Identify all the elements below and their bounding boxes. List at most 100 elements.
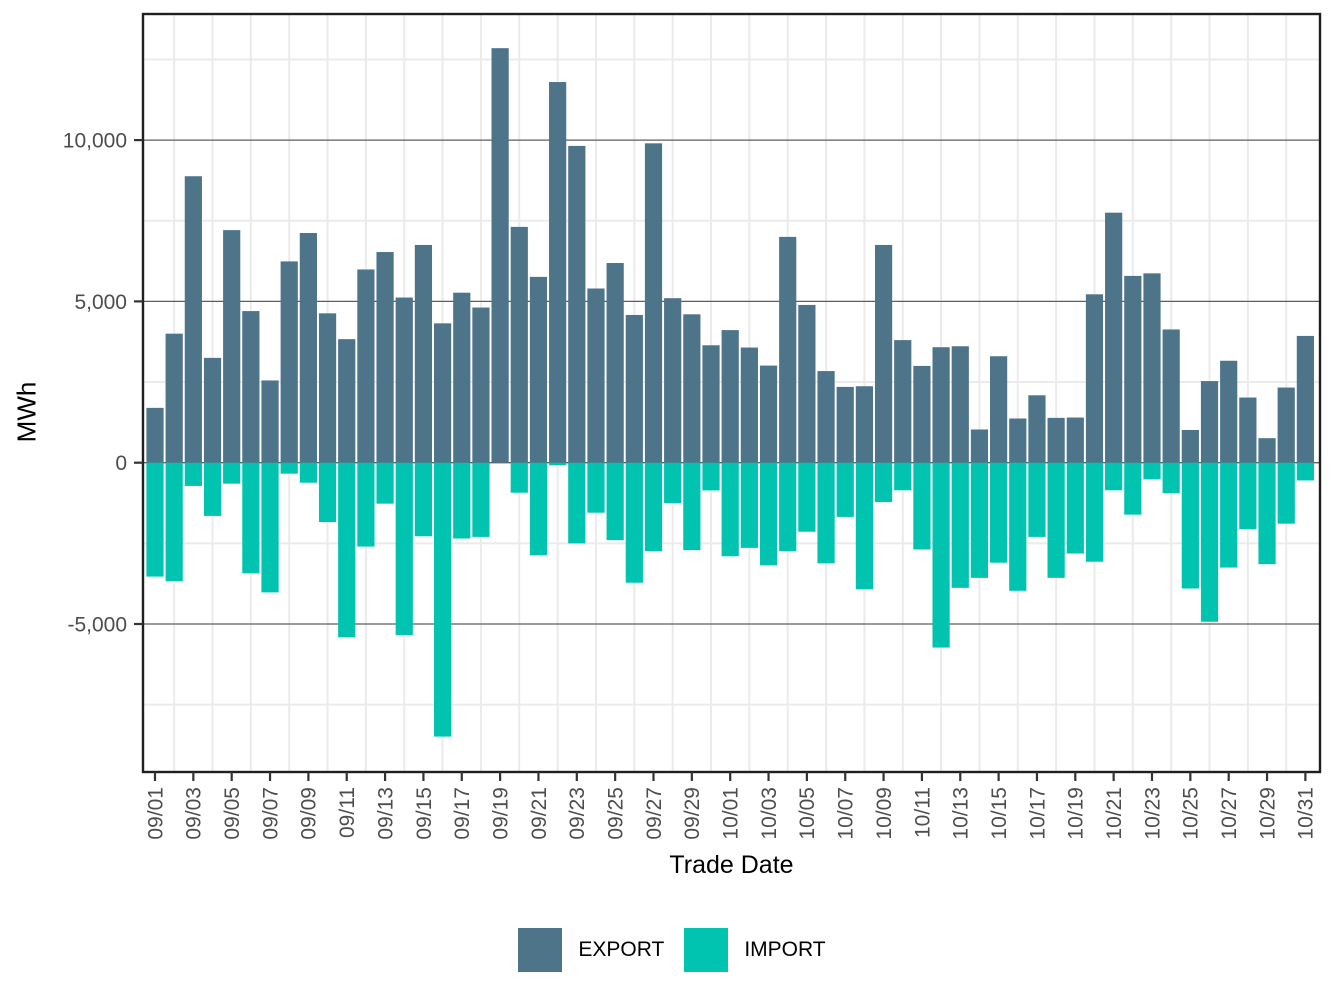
- import-bar[interactable]: [1258, 462, 1276, 565]
- import-bar[interactable]: [376, 462, 394, 504]
- export-bar[interactable]: [261, 380, 279, 463]
- export-bar[interactable]: [587, 288, 605, 463]
- import-bar[interactable]: [1124, 462, 1142, 515]
- import-bar[interactable]: [414, 462, 433, 537]
- export-bar[interactable]: [740, 347, 758, 463]
- import-bar[interactable]: [146, 462, 164, 577]
- export-bar[interactable]: [338, 339, 356, 463]
- import-bar[interactable]: [1066, 462, 1084, 554]
- import-bar[interactable]: [529, 462, 548, 556]
- export-bar[interactable]: [1296, 335, 1314, 463]
- export-bar[interactable]: [1009, 418, 1027, 463]
- export-bar[interactable]: [549, 82, 567, 463]
- import-bar[interactable]: [1296, 462, 1314, 481]
- import-bar[interactable]: [453, 462, 471, 539]
- export-bar[interactable]: [664, 298, 682, 463]
- import-bar[interactable]: [932, 462, 950, 648]
- import-bar[interactable]: [1181, 462, 1199, 589]
- export-bar[interactable]: [874, 244, 893, 463]
- import-bar[interactable]: [836, 462, 854, 517]
- export-bar[interactable]: [855, 386, 874, 463]
- export-bar[interactable]: [817, 371, 835, 463]
- import-bar[interactable]: [261, 462, 279, 593]
- export-bar[interactable]: [1277, 387, 1295, 463]
- import-bar[interactable]: [433, 462, 452, 737]
- export-bar[interactable]: [1220, 360, 1238, 463]
- export-bar[interactable]: [1085, 294, 1104, 463]
- export-bar[interactable]: [759, 365, 778, 463]
- import-bar[interactable]: [990, 462, 1008, 563]
- export-bar[interactable]: [529, 276, 548, 463]
- import-bar[interactable]: [1220, 462, 1238, 568]
- export-bar[interactable]: [1066, 417, 1084, 463]
- export-bar[interactable]: [318, 313, 337, 463]
- export-bar[interactable]: [932, 347, 950, 463]
- import-bar[interactable]: [625, 462, 643, 583]
- export-bar[interactable]: [951, 346, 969, 463]
- import-bar[interactable]: [817, 462, 835, 564]
- import-bar[interactable]: [1028, 462, 1046, 537]
- import-bar[interactable]: [606, 462, 624, 541]
- import-bar[interactable]: [1239, 462, 1257, 530]
- export-bar[interactable]: [1162, 329, 1180, 463]
- import-bar[interactable]: [280, 462, 298, 474]
- import-bar[interactable]: [299, 462, 317, 483]
- import-bar[interactable]: [970, 462, 989, 578]
- import-bar[interactable]: [894, 462, 912, 491]
- import-bar[interactable]: [203, 462, 222, 516]
- export-bar[interactable]: [184, 176, 202, 463]
- export-bar[interactable]: [1258, 438, 1276, 463]
- export-bar[interactable]: [990, 356, 1008, 463]
- export-bar[interactable]: [357, 269, 375, 463]
- import-bar[interactable]: [740, 462, 758, 548]
- import-bar[interactable]: [1277, 462, 1295, 524]
- import-bar[interactable]: [683, 462, 701, 551]
- export-bar[interactable]: [970, 429, 989, 463]
- export-bar[interactable]: [433, 323, 452, 463]
- import-bar[interactable]: [1047, 462, 1065, 578]
- export-bar[interactable]: [376, 252, 394, 463]
- export-bar[interactable]: [223, 230, 241, 463]
- import-bar[interactable]: [242, 462, 260, 574]
- import-bar[interactable]: [1105, 462, 1123, 491]
- export-bar[interactable]: [1105, 212, 1123, 463]
- export-bar[interactable]: [510, 226, 528, 463]
- export-bar[interactable]: [165, 333, 183, 463]
- import-bar[interactable]: [1162, 462, 1180, 494]
- export-bar[interactable]: [1200, 381, 1219, 463]
- import-bar[interactable]: [587, 462, 605, 513]
- export-bar[interactable]: [894, 340, 912, 463]
- import-bar[interactable]: [184, 462, 202, 486]
- import-bar[interactable]: [568, 462, 586, 544]
- import-bar[interactable]: [874, 462, 893, 503]
- export-bar[interactable]: [779, 236, 797, 463]
- export-bar[interactable]: [568, 145, 586, 463]
- import-bar[interactable]: [510, 462, 528, 493]
- export-bar[interactable]: [146, 407, 164, 463]
- import-bar[interactable]: [702, 462, 720, 491]
- export-bar[interactable]: [721, 330, 739, 463]
- import-bar[interactable]: [721, 462, 739, 557]
- import-bar[interactable]: [951, 462, 969, 588]
- export-bar[interactable]: [395, 297, 413, 463]
- export-bar[interactable]: [1124, 275, 1142, 463]
- export-bar[interactable]: [280, 261, 298, 463]
- import-bar[interactable]: [165, 462, 183, 582]
- import-bar[interactable]: [1085, 462, 1104, 562]
- export-bar[interactable]: [242, 311, 260, 463]
- export-bar[interactable]: [1143, 273, 1161, 463]
- import-bar[interactable]: [779, 462, 797, 552]
- import-bar[interactable]: [472, 462, 490, 537]
- export-bar[interactable]: [299, 233, 317, 463]
- import-bar[interactable]: [759, 462, 778, 566]
- export-bar[interactable]: [491, 48, 509, 463]
- import-bar[interactable]: [664, 462, 682, 504]
- import-bar[interactable]: [1009, 462, 1027, 591]
- export-bar[interactable]: [625, 314, 643, 463]
- export-bar[interactable]: [472, 307, 490, 463]
- export-bar[interactable]: [913, 365, 931, 463]
- import-bar[interactable]: [1143, 462, 1161, 480]
- import-bar[interactable]: [223, 462, 241, 484]
- export-bar[interactable]: [1239, 397, 1257, 463]
- export-bar[interactable]: [1047, 417, 1065, 463]
